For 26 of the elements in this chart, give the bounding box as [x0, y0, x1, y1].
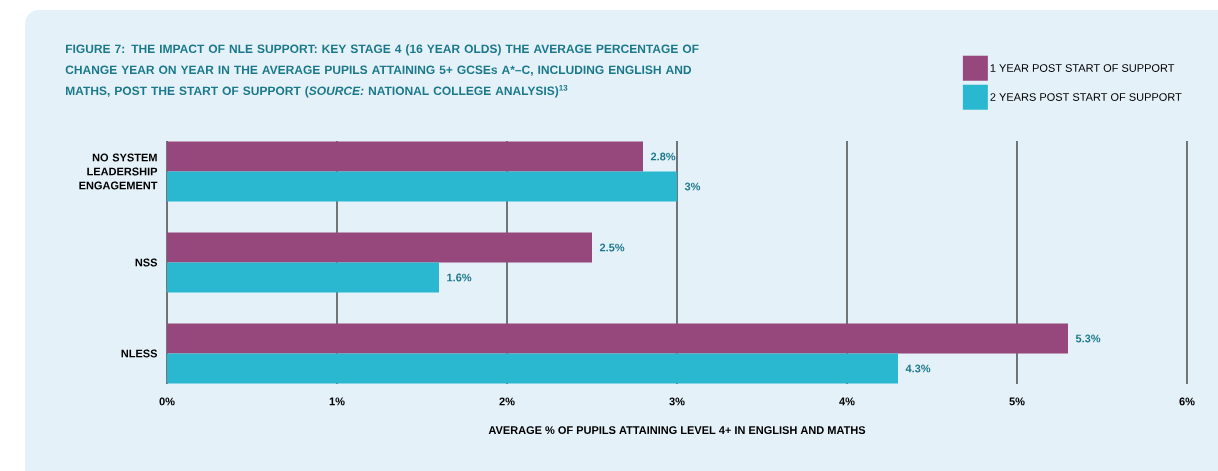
legend-label: 1 YEAR POST START OF SUPPORT: [990, 64, 1175, 72]
bar: [167, 232, 592, 263]
x-tick-label: 2%: [499, 397, 515, 406]
y-tick-label: NO SYSTEM LEADERSHIP ENGAGEMENT: [79, 153, 158, 190]
data-label: 4.3%: [905, 364, 931, 373]
data-label: 5.3%: [1075, 334, 1101, 343]
x-tick-label: 4%: [839, 397, 855, 406]
x-tick-label: 0%: [159, 397, 175, 406]
data-label: 3%: [684, 182, 701, 191]
x-tick-label: 5%: [1009, 397, 1025, 406]
y-tick-label: NLESS: [121, 349, 158, 358]
bar: [167, 141, 643, 172]
data-label: 2.8%: [650, 152, 676, 161]
x-tick-label: 1%: [329, 397, 345, 406]
bar: [167, 262, 440, 293]
data-label: 1.6%: [447, 273, 472, 282]
data-label: 2.5%: [599, 243, 625, 252]
x-tick-label: 3%: [669, 397, 685, 406]
x-tick-label: 6%: [1179, 397, 1195, 406]
legend-label: 2 YEARS POST START OF SUPPORT: [990, 93, 1182, 101]
x-axis-title: AVERAGE % OF PUPILS ATTAINING LEVEL 4+ IN ENGLISH AND MATHS: [488, 426, 866, 434]
bar: [167, 323, 1068, 354]
bar: [167, 171, 677, 202]
chart-title: FIGURE 7: THE IMPACT OF NLE SUPPORT: KEY STAGE 4 (16 YEAR OLDS) THE AVERAGE PERCENTAGE OF CHANGE YEAR ON YEAR IN THE AVERAGE PUPILS ATTAINING 5+ GCSEs A*–C, INCLUDING ENGLISH AND MATHS, POST THE START OF SUPPORT (SOURCE: NATIONAL COLLEGE ANALYSIS)$^{13}$: [65, 44, 699, 98]
y-tick-label: NSS: [135, 258, 158, 267]
bar: [167, 353, 898, 384]
